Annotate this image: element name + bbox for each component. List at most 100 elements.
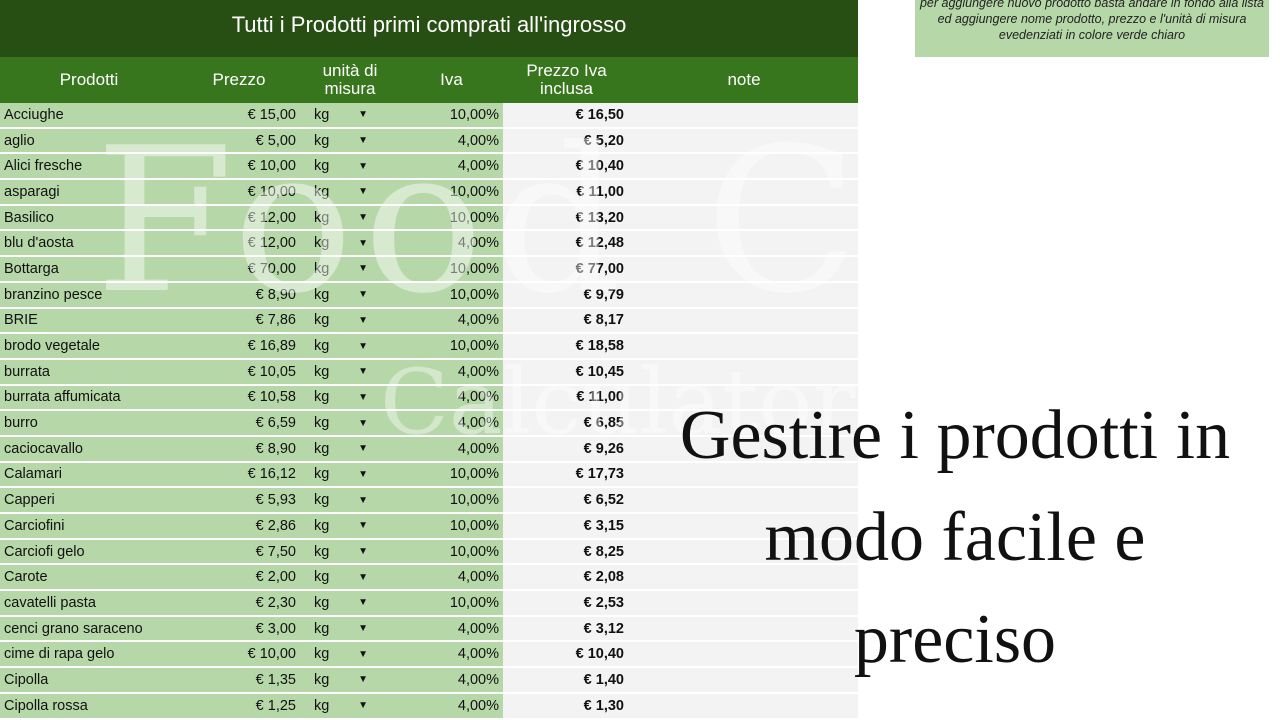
- cell-price[interactable]: € 10,00: [178, 642, 300, 667]
- cell-price-iva[interactable]: € 10,40: [503, 154, 630, 179]
- cell-iva[interactable]: 10,00%: [400, 514, 503, 538]
- dropdown-arrow-icon[interactable]: ▼: [358, 597, 368, 609]
- cell-price[interactable]: € 70,00: [178, 257, 300, 281]
- cell-unit[interactable]: kg ▼: [300, 103, 400, 127]
- cell-iva[interactable]: 4,00%: [400, 231, 503, 256]
- cell-price-iva[interactable]: € 3,15: [503, 514, 630, 538]
- cell-note[interactable]: [630, 411, 858, 435]
- cell-unit[interactable]: kg ▼: [300, 128, 400, 153]
- dropdown-arrow-icon[interactable]: ▼: [358, 212, 368, 224]
- cell-price-iva[interactable]: € 1,30: [503, 693, 630, 718]
- cell-price-iva[interactable]: € 2,53: [503, 591, 630, 615]
- cell-price-iva[interactable]: € 17,73: [503, 462, 630, 487]
- cell-price-iva[interactable]: € 3,12: [503, 616, 630, 641]
- cell-iva[interactable]: 10,00%: [400, 462, 503, 487]
- cell-unit[interactable]: kg ▼: [300, 308, 400, 333]
- cell-product[interactable]: caciocavallo: [0, 436, 178, 461]
- cell-price[interactable]: € 12,00: [178, 231, 300, 256]
- cell-note[interactable]: [630, 308, 858, 333]
- cell-price[interactable]: € 2,00: [178, 565, 300, 590]
- dropdown-arrow-icon[interactable]: ▼: [358, 674, 368, 686]
- cell-note[interactable]: [630, 359, 858, 384]
- cell-iva[interactable]: 10,00%: [400, 180, 503, 204]
- cell-note[interactable]: [630, 565, 858, 590]
- cell-price[interactable]: € 5,00: [178, 128, 300, 153]
- cell-note[interactable]: [630, 616, 858, 641]
- cell-iva[interactable]: 10,00%: [400, 257, 503, 281]
- dropdown-arrow-icon[interactable]: ▼: [358, 263, 368, 275]
- cell-note[interactable]: [630, 436, 858, 461]
- cell-product[interactable]: Bottarga: [0, 257, 178, 281]
- cell-product[interactable]: burrata affumicata: [0, 385, 178, 410]
- cell-price[interactable]: € 1,35: [178, 668, 300, 692]
- cell-price-iva[interactable]: € 9,26: [503, 436, 630, 461]
- cell-note[interactable]: [630, 462, 858, 487]
- cell-iva[interactable]: 10,00%: [400, 539, 503, 564]
- dropdown-arrow-icon[interactable]: ▼: [358, 700, 368, 712]
- cell-price[interactable]: € 7,50: [178, 539, 300, 564]
- cell-unit[interactable]: kg ▼: [300, 359, 400, 384]
- dropdown-arrow-icon[interactable]: ▼: [358, 340, 368, 352]
- cell-unit[interactable]: kg ▼: [300, 693, 400, 718]
- cell-price-iva[interactable]: € 5,20: [503, 128, 630, 153]
- cell-note[interactable]: [630, 488, 858, 512]
- cell-price[interactable]: € 6,59: [178, 411, 300, 435]
- cell-price[interactable]: € 10,00: [178, 154, 300, 179]
- cell-unit[interactable]: kg ▼: [300, 539, 400, 564]
- cell-price[interactable]: € 16,89: [178, 334, 300, 358]
- cell-price-iva[interactable]: € 8,17: [503, 308, 630, 333]
- cell-iva[interactable]: 10,00%: [400, 591, 503, 615]
- cell-unit[interactable]: kg ▼: [300, 642, 400, 667]
- cell-note[interactable]: [630, 282, 858, 307]
- dropdown-arrow-icon[interactable]: ▼: [358, 494, 368, 506]
- cell-price-iva[interactable]: € 10,40: [503, 642, 630, 667]
- dropdown-arrow-icon[interactable]: ▼: [358, 391, 368, 403]
- cell-note[interactable]: [630, 591, 858, 615]
- cell-unit[interactable]: kg ▼: [300, 282, 400, 307]
- dropdown-arrow-icon[interactable]: ▼: [358, 314, 368, 326]
- cell-product[interactable]: Capperi: [0, 488, 178, 512]
- cell-note[interactable]: [630, 103, 858, 127]
- cell-product[interactable]: cavatelli pasta: [0, 591, 178, 615]
- cell-iva[interactable]: 4,00%: [400, 359, 503, 384]
- cell-unit[interactable]: kg ▼: [300, 668, 400, 692]
- cell-unit[interactable]: kg ▼: [300, 180, 400, 204]
- cell-iva[interactable]: 4,00%: [400, 565, 503, 590]
- cell-price-iva[interactable]: € 18,58: [503, 334, 630, 358]
- dropdown-arrow-icon[interactable]: ▼: [358, 648, 368, 660]
- cell-product[interactable]: Cipolla rossa: [0, 693, 178, 718]
- cell-unit[interactable]: kg ▼: [300, 154, 400, 179]
- cell-price[interactable]: € 15,00: [178, 103, 300, 127]
- cell-price-iva[interactable]: € 6,52: [503, 488, 630, 512]
- cell-price[interactable]: € 2,30: [178, 591, 300, 615]
- cell-iva[interactable]: 10,00%: [400, 103, 503, 127]
- cell-price[interactable]: € 2,86: [178, 514, 300, 538]
- cell-unit[interactable]: kg ▼: [300, 411, 400, 435]
- cell-unit[interactable]: kg ▼: [300, 231, 400, 256]
- cell-product[interactable]: blu d'aosta: [0, 231, 178, 256]
- cell-note[interactable]: [630, 514, 858, 538]
- cell-product[interactable]: cenci grano saraceno: [0, 616, 178, 641]
- cell-price-iva[interactable]: € 8,25: [503, 539, 630, 564]
- cell-price[interactable]: € 10,00: [178, 180, 300, 204]
- cell-unit[interactable]: kg ▼: [300, 385, 400, 410]
- cell-iva[interactable]: 10,00%: [400, 334, 503, 358]
- cell-price-iva[interactable]: € 11,00: [503, 180, 630, 204]
- cell-price[interactable]: € 16,12: [178, 462, 300, 487]
- cell-product[interactable]: Carciofi gelo: [0, 539, 178, 564]
- cell-product[interactable]: branzino pesce: [0, 282, 178, 307]
- cell-note[interactable]: [630, 154, 858, 179]
- cell-product[interactable]: asparagi: [0, 180, 178, 204]
- cell-note[interactable]: [630, 180, 858, 204]
- cell-unit[interactable]: kg ▼: [300, 205, 400, 230]
- dropdown-arrow-icon[interactable]: ▼: [358, 135, 368, 147]
- dropdown-arrow-icon[interactable]: ▼: [358, 443, 368, 455]
- cell-price[interactable]: € 5,93: [178, 488, 300, 512]
- cell-iva[interactable]: 4,00%: [400, 128, 503, 153]
- cell-iva[interactable]: 4,00%: [400, 154, 503, 179]
- cell-unit[interactable]: kg ▼: [300, 462, 400, 487]
- cell-iva[interactable]: 4,00%: [400, 308, 503, 333]
- cell-product[interactable]: Carciofini: [0, 514, 178, 538]
- cell-price-iva[interactable]: € 2,08: [503, 565, 630, 590]
- cell-unit[interactable]: kg ▼: [300, 436, 400, 461]
